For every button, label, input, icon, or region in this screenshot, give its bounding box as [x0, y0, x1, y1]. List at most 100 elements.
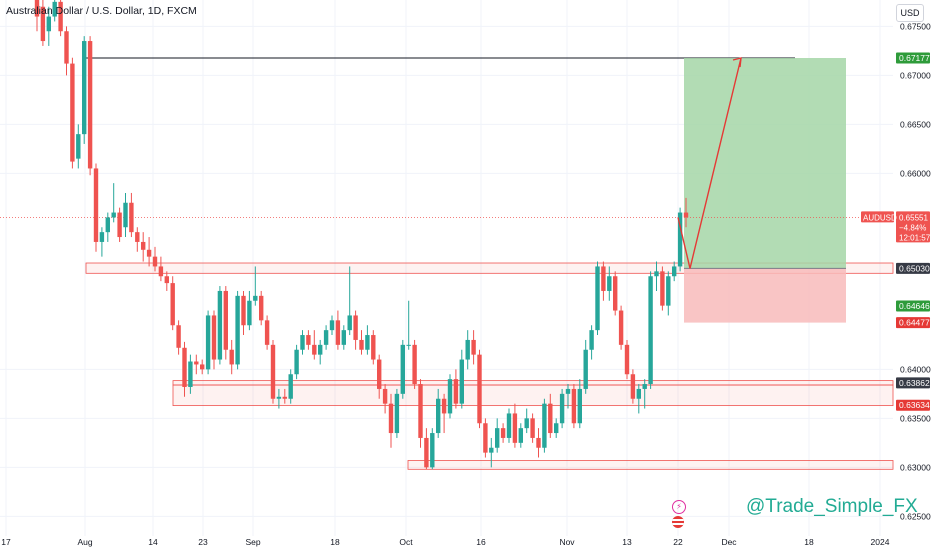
candle-body [276, 396, 282, 399]
candle-body [158, 266, 164, 277]
y-tick-label: 0.62500 [900, 511, 931, 521]
candle-body [93, 168, 99, 242]
candle-body [341, 330, 346, 345]
x-tick-label: Dec [721, 537, 737, 547]
candle-body [170, 283, 175, 326]
candle-body [441, 398, 447, 414]
x-tick-label: Sep [245, 537, 260, 547]
symbol-badge: AUDUSD [863, 213, 897, 222]
candle-body [495, 428, 500, 448]
chart-title: Australian Dollar / U.S. Dollar, 1D, FXC… [6, 5, 197, 17]
us-flag-icon[interactable] [672, 516, 684, 528]
candle-body [672, 266, 677, 277]
price-labels: 0.67177 0.65030 0.64646 0.64477 0.63862 0.636… [861, 52, 931, 411]
candle-body [152, 256, 158, 267]
candle-body [318, 344, 323, 355]
candle-body [182, 347, 187, 387]
candle-body [371, 335, 376, 360]
candle-body [577, 388, 582, 424]
candle-body [406, 344, 411, 346]
zone-lower-tag-bg [896, 399, 930, 411]
time-axis[interactable]: 17 Aug 14 23 Sep 18 Oct 16 Nov 13 22 Dec 18 2024 [1, 537, 889, 547]
last-price-label: 0.65551 [899, 213, 928, 222]
candle-body [524, 418, 529, 429]
candle-body [630, 374, 636, 399]
candle-body [46, 16, 51, 32]
stop-price-tag-bg [896, 317, 930, 329]
candle-body [294, 349, 299, 375]
candle-body [601, 266, 606, 291]
candle-body [642, 384, 647, 389]
countdown-label: 12:01:57 [899, 233, 931, 242]
candle-body [135, 232, 140, 242]
candle-body [146, 249, 152, 257]
x-tick-label: 13 [622, 537, 632, 547]
y-tick-label: 0.67000 [900, 70, 931, 80]
candle-body [241, 295, 246, 326]
candle-body [512, 413, 518, 443]
candle-body [141, 241, 146, 250]
candle-body [223, 290, 228, 350]
candle-body [323, 330, 329, 345]
candle-body [229, 349, 234, 365]
candle-body [483, 423, 488, 453]
candle-body [282, 396, 287, 399]
y-tick-label: 0.63500 [900, 413, 931, 423]
candle-body [636, 388, 641, 399]
candle-body [613, 276, 618, 311]
target-price-tag-bg [896, 52, 930, 64]
candle-body [353, 315, 358, 340]
candle-body [530, 418, 535, 438]
entry-price-tag-bg [896, 262, 930, 274]
sr-zone-1 [172, 380, 894, 386]
stop-price-tag: 0.64477 [899, 318, 930, 328]
candle-body [247, 300, 252, 326]
grid-lines [0, 0, 893, 536]
price-axis[interactable]: 0.67500 0.67000 0.66500 0.66000 0.64000 0.635… [900, 21, 931, 521]
x-tick-label: Oct [399, 537, 413, 547]
candle-body [554, 423, 559, 434]
candle-body [677, 212, 683, 267]
candle-body [453, 379, 459, 404]
watermark-handle: @Trade_Simple_FX [746, 496, 918, 517]
candle-body [117, 212, 122, 238]
support-resistance-zones [0, 57, 894, 470]
candle-body [194, 361, 199, 365]
candle-body [548, 403, 553, 434]
x-tick-label: 2024 [871, 537, 890, 547]
candle-body [58, 1, 63, 32]
sr-zone-3 [407, 460, 894, 470]
sr-zone-0 [85, 262, 894, 274]
candle-body [624, 344, 630, 375]
candle-body [76, 134, 81, 159]
candle-body [347, 315, 352, 331]
candle-body [500, 428, 506, 438]
candle-body [329, 320, 335, 331]
candle-body [412, 344, 417, 385]
candlestick-series [34, 0, 689, 470]
candle-body [300, 335, 305, 350]
candle-body [335, 320, 341, 345]
candle-body [660, 271, 665, 306]
candle-body [489, 447, 494, 453]
candle-body [288, 374, 293, 399]
candle-body [542, 403, 547, 448]
candle-body [571, 388, 577, 424]
candle-body [666, 276, 671, 306]
candle-body [259, 295, 264, 321]
candle-body [430, 433, 435, 468]
candle-body [87, 41, 93, 169]
green-low-tag-bg [896, 300, 930, 312]
arrow-head [732, 57, 742, 68]
candle-body [217, 290, 223, 360]
candle-body [465, 339, 470, 360]
candle-body [123, 202, 128, 228]
candle-body [654, 271, 659, 277]
lightning-icon[interactable]: ⚡ [672, 500, 686, 514]
candle-body [559, 393, 565, 424]
x-tick-label: 17 [1, 537, 11, 547]
currency-button[interactable]: USD [896, 4, 924, 22]
loss-zone [684, 268, 846, 323]
change-label: −4.84% [899, 223, 926, 232]
